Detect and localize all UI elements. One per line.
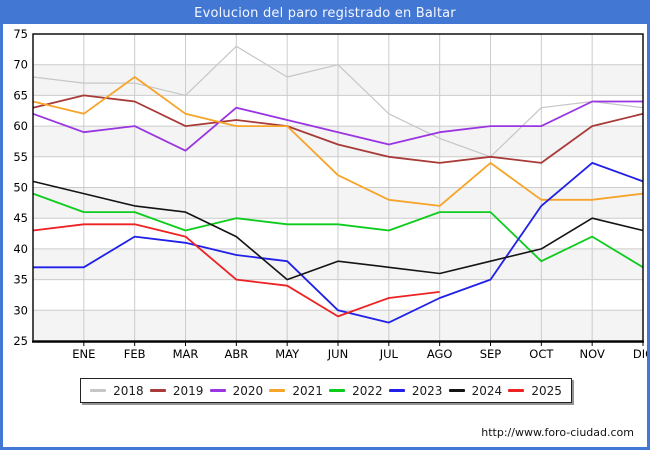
y-axis-tick-label: 30 [13, 303, 28, 317]
series-line-2021 [32, 76, 644, 207]
legend-label-2018: 2018 [113, 383, 144, 398]
unemployment-evolution-line-chart: 75 70 65 60 55 50 45 40 35 30 25 ENE FEB MAR ABR MAY JUN… [13, 27, 650, 361]
series-line-2024 [32, 180, 644, 281]
legend-label-2020: 2020 [232, 383, 264, 398]
x-axis-month-label: OCT [529, 347, 554, 361]
y-axis-tick-label: 50 [13, 181, 28, 195]
legend-item-2025: 2025 [508, 384, 562, 398]
legend-label-2025: 2025 [531, 383, 562, 398]
series-line-2019 [32, 94, 644, 164]
legend-item-2018: 2018 [90, 384, 144, 398]
legend-label-2023: 2023 [411, 383, 443, 398]
legend-swatch-2025 [508, 389, 525, 392]
x-axis-month-label: JUL [379, 347, 399, 361]
x-axis-month-label: FEB [124, 347, 146, 361]
y-axis-tick-label: 45 [13, 211, 28, 225]
legend-label-2022: 2022 [352, 383, 383, 398]
x-axis-month-label: DIC [633, 347, 650, 361]
legend-item-2024: 2024 [448, 383, 503, 398]
legend-swatch-2018 [90, 389, 107, 392]
y-axis-tick-label: 65 [13, 88, 28, 102]
legend-label-2021: 2021 [292, 383, 323, 398]
x-axis-month-label: MAY [275, 347, 300, 361]
legend-swatch-2019 [149, 389, 166, 392]
legend-swatch-2024 [448, 389, 465, 392]
series-line-2018 [32, 45, 644, 158]
series-line-2025 [32, 223, 440, 318]
series-line-2023 [33, 161, 644, 324]
x-axis-month-label: SEP [480, 347, 502, 361]
x-axis-month-label: MAR [173, 347, 199, 361]
x-axis-month-label: AGO [427, 347, 453, 361]
series-line-2022 [32, 192, 644, 269]
legend-label-2024: 2024 [471, 383, 503, 398]
series-line-2020 [32, 100, 643, 152]
legend: 2018 2019 2020 2021 2022 2023 2024 2025 [80, 378, 572, 403]
x-axis-month-label: NOV [580, 347, 605, 361]
legend-label-2019: 2019 [172, 383, 204, 398]
source-url: http://www.foro-ciudad.com [481, 426, 634, 439]
y-axis-tick-label: 75 [13, 27, 28, 41]
x-axis-month-label: ENE [72, 347, 95, 361]
legend-swatch-2021 [269, 389, 286, 392]
legend-swatch-2020 [209, 389, 226, 392]
y-axis-tick-label: 55 [13, 150, 28, 164]
legend-item-2023: 2023 [388, 383, 443, 398]
chart-title: Evolucion del paro registrado en Baltar [3, 3, 647, 24]
y-axis-tick-label: 40 [13, 242, 28, 256]
x-axis-month-label: ABR [224, 347, 248, 361]
legend-item-2022: 2022 [329, 384, 383, 398]
legend-swatch-2022 [329, 389, 346, 392]
y-axis-tick-label: 70 [13, 58, 28, 72]
legend-item-2019: 2019 [149, 383, 204, 398]
legend-item-2021: 2021 [269, 384, 323, 398]
x-axis-month-label: JUN [327, 347, 348, 361]
y-axis-tick-label: 25 [13, 334, 28, 348]
y-axis-tick-label: 60 [13, 119, 28, 133]
y-axis-tick-label: 35 [13, 273, 28, 287]
legend-item-2020: 2020 [209, 383, 264, 398]
legend-swatch-2023 [388, 389, 405, 392]
